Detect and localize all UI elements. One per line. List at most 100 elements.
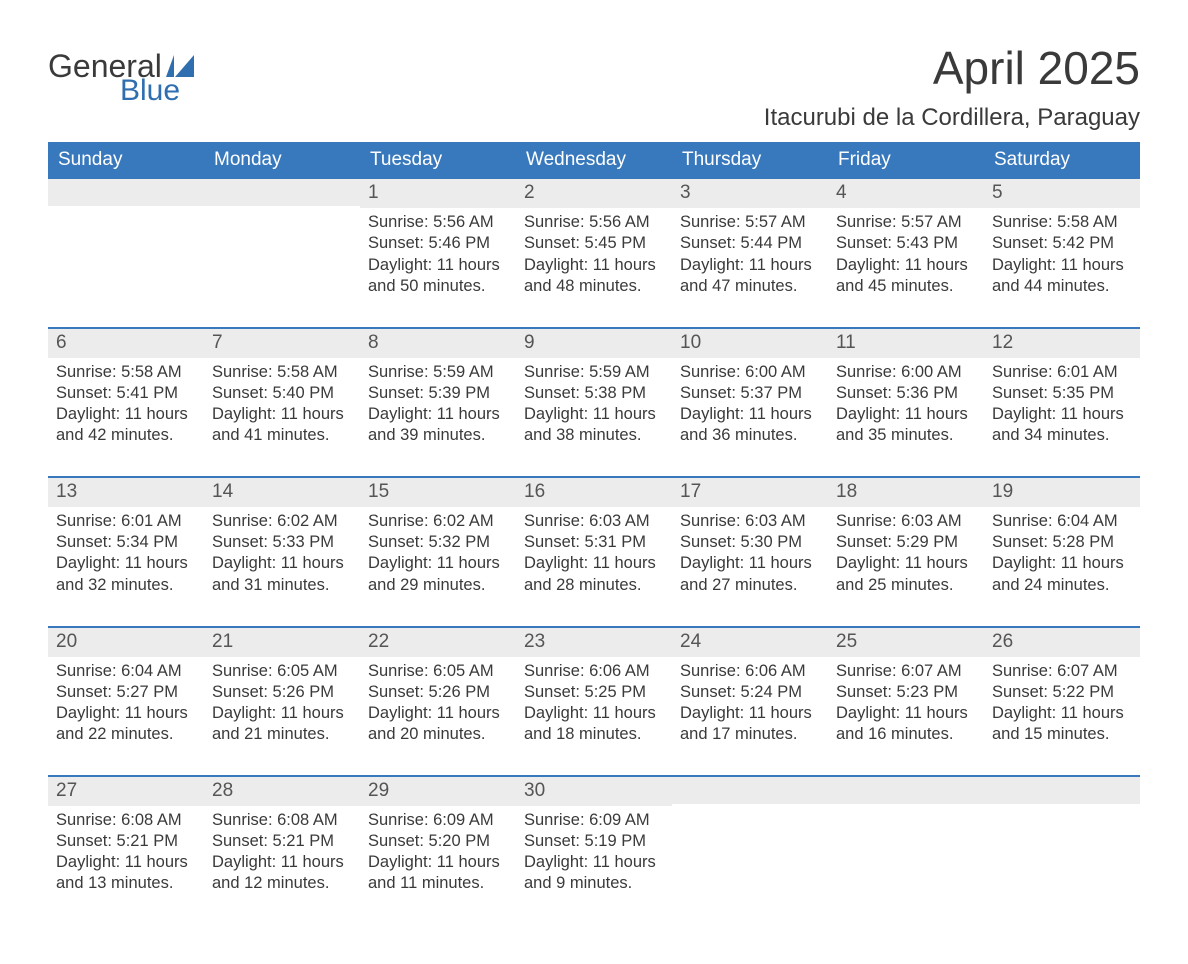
day-cell	[204, 179, 360, 326]
sunset-line: Sunset: 5:46 PM	[368, 233, 508, 254]
sunrise-line: Sunrise: 6:02 AM	[368, 511, 508, 532]
logo-text-blue: Blue	[120, 76, 200, 106]
day-body: Sunrise: 5:56 AMSunset: 5:46 PMDaylight:…	[360, 208, 516, 326]
daylight-line: Daylight: 11 hours and 32 minutes.	[56, 553, 196, 595]
day-number: 21	[204, 628, 360, 657]
weekday-header: Wednesday	[516, 142, 672, 179]
top-row: General Blue April 2025 Itacurubi de la …	[48, 44, 1140, 132]
day-body: Sunrise: 5:58 AMSunset: 5:42 PMDaylight:…	[984, 208, 1140, 326]
sunset-line: Sunset: 5:45 PM	[524, 233, 664, 254]
sunset-line: Sunset: 5:44 PM	[680, 233, 820, 254]
weekday-header: Tuesday	[360, 142, 516, 179]
weekday-header-row: Sunday Monday Tuesday Wednesday Thursday…	[48, 142, 1140, 179]
sunrise-line: Sunrise: 5:57 AM	[836, 212, 976, 233]
sunset-line: Sunset: 5:19 PM	[524, 831, 664, 852]
sunset-line: Sunset: 5:33 PM	[212, 532, 352, 553]
day-cell: 12Sunrise: 6:01 AMSunset: 5:35 PMDayligh…	[984, 329, 1140, 476]
day-number: 20	[48, 628, 204, 657]
sunset-line: Sunset: 5:21 PM	[212, 831, 352, 852]
day-body: Sunrise: 6:08 AMSunset: 5:21 PMDaylight:…	[204, 806, 360, 924]
daylight-line: Daylight: 11 hours and 21 minutes.	[212, 703, 352, 745]
day-cell: 8Sunrise: 5:59 AMSunset: 5:39 PMDaylight…	[360, 329, 516, 476]
sunrise-line: Sunrise: 6:06 AM	[680, 661, 820, 682]
day-number: 25	[828, 628, 984, 657]
day-body: Sunrise: 6:06 AMSunset: 5:24 PMDaylight:…	[672, 657, 828, 775]
day-body: Sunrise: 5:57 AMSunset: 5:44 PMDaylight:…	[672, 208, 828, 326]
sunrise-line: Sunrise: 6:07 AM	[992, 661, 1132, 682]
sunrise-line: Sunrise: 6:01 AM	[992, 362, 1132, 383]
day-body: Sunrise: 6:06 AMSunset: 5:25 PMDaylight:…	[516, 657, 672, 775]
day-cell: 16Sunrise: 6:03 AMSunset: 5:31 PMDayligh…	[516, 478, 672, 625]
day-cell: 21Sunrise: 6:05 AMSunset: 5:26 PMDayligh…	[204, 628, 360, 775]
daylight-line: Daylight: 11 hours and 25 minutes.	[836, 553, 976, 595]
daylight-line: Daylight: 11 hours and 41 minutes.	[212, 404, 352, 446]
sunset-line: Sunset: 5:32 PM	[368, 532, 508, 553]
calendar-grid: Sunday Monday Tuesday Wednesday Thursday…	[48, 142, 1140, 924]
sunrise-line: Sunrise: 5:57 AM	[680, 212, 820, 233]
day-cell: 13Sunrise: 6:01 AMSunset: 5:34 PMDayligh…	[48, 478, 204, 625]
day-number: 19	[984, 478, 1140, 507]
sunrise-line: Sunrise: 6:04 AM	[992, 511, 1132, 532]
daylight-line: Daylight: 11 hours and 15 minutes.	[992, 703, 1132, 745]
day-number	[204, 179, 360, 206]
month-title: April 2025	[764, 44, 1140, 92]
day-cell: 23Sunrise: 6:06 AMSunset: 5:25 PMDayligh…	[516, 628, 672, 775]
sunrise-line: Sunrise: 5:58 AM	[56, 362, 196, 383]
sunset-line: Sunset: 5:42 PM	[992, 233, 1132, 254]
day-body	[204, 206, 360, 314]
sunrise-line: Sunrise: 6:07 AM	[836, 661, 976, 682]
day-number: 3	[672, 179, 828, 208]
day-body: Sunrise: 6:07 AMSunset: 5:23 PMDaylight:…	[828, 657, 984, 775]
daylight-line: Daylight: 11 hours and 18 minutes.	[524, 703, 664, 745]
sunset-line: Sunset: 5:28 PM	[992, 532, 1132, 553]
day-cell: 2Sunrise: 5:56 AMSunset: 5:45 PMDaylight…	[516, 179, 672, 326]
day-body	[828, 804, 984, 912]
sunrise-line: Sunrise: 6:03 AM	[836, 511, 976, 532]
sunrise-line: Sunrise: 6:03 AM	[524, 511, 664, 532]
day-cell: 17Sunrise: 6:03 AMSunset: 5:30 PMDayligh…	[672, 478, 828, 625]
sunrise-line: Sunrise: 5:58 AM	[212, 362, 352, 383]
logo: General Blue	[48, 44, 200, 106]
sunrise-line: Sunrise: 6:02 AM	[212, 511, 352, 532]
day-body: Sunrise: 5:56 AMSunset: 5:45 PMDaylight:…	[516, 208, 672, 326]
sunset-line: Sunset: 5:39 PM	[368, 383, 508, 404]
day-body: Sunrise: 6:00 AMSunset: 5:37 PMDaylight:…	[672, 358, 828, 476]
day-cell: 14Sunrise: 6:02 AMSunset: 5:33 PMDayligh…	[204, 478, 360, 625]
weeks-container: 1Sunrise: 5:56 AMSunset: 5:46 PMDaylight…	[48, 179, 1140, 924]
day-cell: 9Sunrise: 5:59 AMSunset: 5:38 PMDaylight…	[516, 329, 672, 476]
daylight-line: Daylight: 11 hours and 16 minutes.	[836, 703, 976, 745]
day-body: Sunrise: 5:59 AMSunset: 5:38 PMDaylight:…	[516, 358, 672, 476]
day-number: 6	[48, 329, 204, 358]
daylight-line: Daylight: 11 hours and 29 minutes.	[368, 553, 508, 595]
day-cell: 29Sunrise: 6:09 AMSunset: 5:20 PMDayligh…	[360, 777, 516, 924]
day-body: Sunrise: 6:03 AMSunset: 5:31 PMDaylight:…	[516, 507, 672, 625]
calendar-week: 13Sunrise: 6:01 AMSunset: 5:34 PMDayligh…	[48, 476, 1140, 625]
daylight-line: Daylight: 11 hours and 44 minutes.	[992, 255, 1132, 297]
day-body: Sunrise: 6:09 AMSunset: 5:20 PMDaylight:…	[360, 806, 516, 924]
weekday-header: Sunday	[48, 142, 204, 179]
day-cell: 25Sunrise: 6:07 AMSunset: 5:23 PMDayligh…	[828, 628, 984, 775]
day-number: 11	[828, 329, 984, 358]
day-cell: 30Sunrise: 6:09 AMSunset: 5:19 PMDayligh…	[516, 777, 672, 924]
day-cell: 20Sunrise: 6:04 AMSunset: 5:27 PMDayligh…	[48, 628, 204, 775]
day-body: Sunrise: 6:09 AMSunset: 5:19 PMDaylight:…	[516, 806, 672, 924]
daylight-line: Daylight: 11 hours and 9 minutes.	[524, 852, 664, 894]
day-number: 17	[672, 478, 828, 507]
daylight-line: Daylight: 11 hours and 24 minutes.	[992, 553, 1132, 595]
day-body: Sunrise: 6:04 AMSunset: 5:27 PMDaylight:…	[48, 657, 204, 775]
day-number: 4	[828, 179, 984, 208]
day-body: Sunrise: 5:58 AMSunset: 5:41 PMDaylight:…	[48, 358, 204, 476]
day-number	[984, 777, 1140, 804]
day-number: 30	[516, 777, 672, 806]
day-number: 5	[984, 179, 1140, 208]
daylight-line: Daylight: 11 hours and 31 minutes.	[212, 553, 352, 595]
sunrise-line: Sunrise: 6:03 AM	[680, 511, 820, 532]
day-number: 9	[516, 329, 672, 358]
sunrise-line: Sunrise: 6:05 AM	[212, 661, 352, 682]
weekday-header: Friday	[828, 142, 984, 179]
day-number: 13	[48, 478, 204, 507]
daylight-line: Daylight: 11 hours and 38 minutes.	[524, 404, 664, 446]
day-number: 28	[204, 777, 360, 806]
daylight-line: Daylight: 11 hours and 20 minutes.	[368, 703, 508, 745]
sunset-line: Sunset: 5:20 PM	[368, 831, 508, 852]
